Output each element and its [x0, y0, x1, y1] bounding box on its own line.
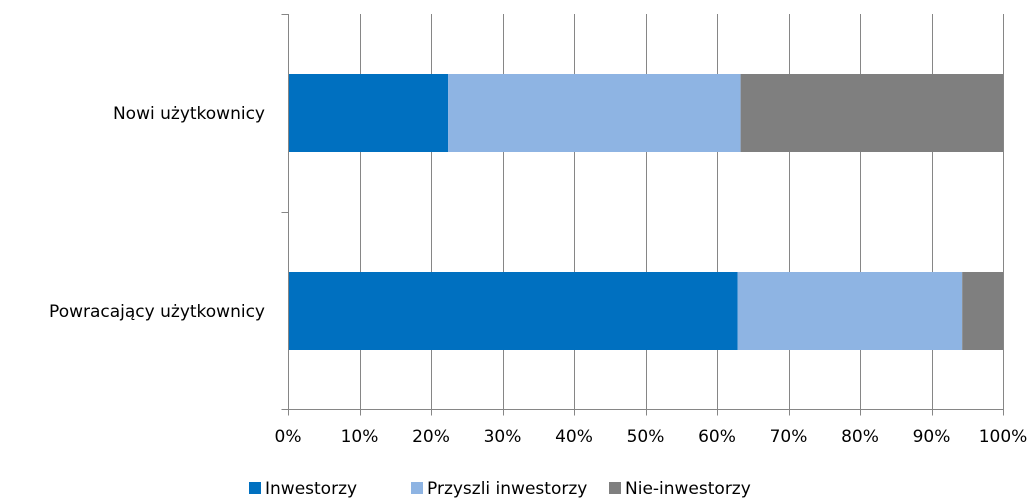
bar-1-3	[740, 74, 1003, 152]
bar-1-1	[288, 74, 449, 152]
category-labels: Nowi użytkownicy Powracający użytkownicy	[49, 104, 265, 322]
bar-2-1	[288, 272, 738, 350]
x-tick-label-80: 80%	[841, 427, 879, 447]
legend-swatch-2	[411, 482, 423, 494]
legend-swatch-1	[249, 482, 261, 494]
legend-swatch-3	[609, 482, 621, 494]
legend-label-3: Nie-inwestorzy	[625, 479, 751, 499]
x-tick-label-70: 70%	[770, 427, 808, 447]
category-label-1: Nowi użytkownicy	[113, 104, 265, 124]
x-tick-label-50: 50%	[627, 427, 665, 447]
legend: Inwestorzy Przyszli inwestorzy Nie-inwesto…	[249, 479, 751, 499]
category-label-2: Powracający użytkownicy	[49, 302, 265, 322]
x-tick-label-30: 30%	[484, 427, 522, 447]
x-tick-label-40: 40%	[555, 427, 593, 447]
x-tick-label-20: 20%	[412, 427, 450, 447]
x-tick-label-10: 10%	[341, 427, 379, 447]
bar-2-3	[962, 272, 1003, 350]
bar-1-2	[448, 74, 741, 152]
legend-item-3: Nie-inwestorzy	[609, 479, 751, 499]
legend-item-1: Inwestorzy	[249, 479, 357, 499]
legend-label-1: Inwestorzy	[265, 479, 357, 499]
x-tick-label-90: 90%	[913, 427, 951, 447]
x-tick-label-60: 60%	[698, 427, 736, 447]
legend-item-2: Przyszli inwestorzy	[411, 479, 587, 499]
bars	[288, 74, 1003, 350]
legend-label-2: Przyszli inwestorzy	[427, 479, 587, 499]
axes	[281, 14, 1004, 416]
bar-2-2	[737, 272, 963, 350]
x-tick-label-100: 100%	[979, 427, 1028, 447]
x-tick-label-0: 0%	[275, 427, 302, 447]
x-tick-labels: 0% 10% 20% 30% 40% 50% 60% 70% 80% 90% 100%	[275, 427, 1028, 447]
